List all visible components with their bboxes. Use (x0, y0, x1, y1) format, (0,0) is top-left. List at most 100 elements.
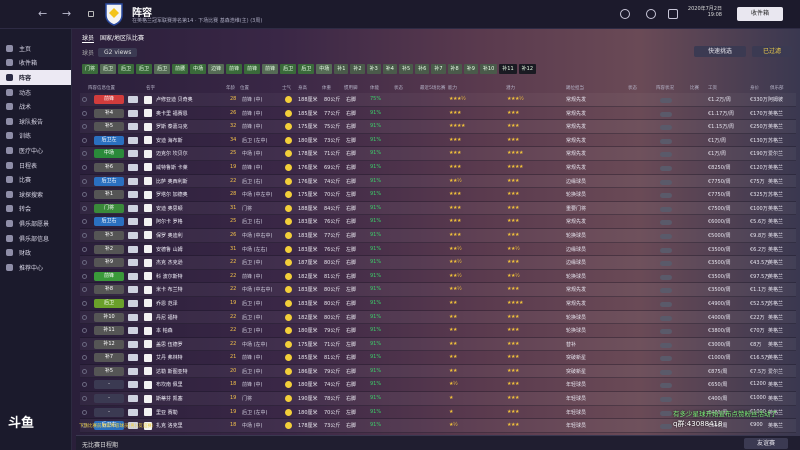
table-row[interactable]: 补1 罗塔尔 加德奥 28 中场 (中左中) 175厘米 70公斤 左脚 91% ★★★ ★★★ 轮… (80, 188, 796, 202)
row-select-radio[interactable] (82, 219, 87, 225)
player-name[interactable]: 安迪 海布斯 (156, 137, 183, 144)
player-name[interactable]: 里亚 赛勒 (156, 409, 178, 416)
lineup-position-badge[interactable]: 补8 (94, 285, 124, 295)
table-row[interactable]: 补5 罗斯 泰嘉马克 32 前锋 (中) 175厘米 75公斤 右脚 91% ★★★★ ★★★ 常规… (80, 120, 796, 134)
column-header[interactable]: 踢位担当 (566, 86, 584, 91)
availability-toggle[interactable] (660, 383, 672, 389)
player-name[interactable]: 达勒 斯图亚特 (156, 368, 188, 375)
table-row[interactable]: 中场 迈克尔 坎贝尔 25 中场 (中) 178厘米 71公斤 右脚 91% ★★★ ★★★★ 常规… (80, 147, 796, 161)
availability-toggle[interactable] (660, 206, 672, 212)
lineup-position-badge[interactable]: 补9 (94, 258, 124, 268)
sidebar-item[interactable]: 球队报告 (0, 114, 71, 129)
player-name[interactable]: 威特鲁斯 卡莱 (156, 164, 188, 171)
lineup-position-badge[interactable]: 补12 (94, 339, 124, 349)
availability-toggle[interactable] (660, 247, 672, 253)
table-row[interactable]: 补11 本 帕森 22 后卫 (中) 180厘米 79公斤 右脚 91% ★★ ★★★ 轮换球员 €3… (80, 324, 796, 338)
player-name[interactable]: 安迪 奥思顿 (156, 205, 183, 212)
lineup-position-badge[interactable]: 补10 (94, 312, 124, 322)
position-pill[interactable]: 后卫 (118, 64, 135, 74)
sidebar-item[interactable]: 训练 (0, 129, 71, 144)
lineup-position-badge[interactable]: 补5 (94, 366, 124, 376)
sub-pill[interactable]: 补7 (431, 64, 446, 74)
lineup-position-badge[interactable]: 后卫右 (94, 421, 124, 431)
help-icon[interactable] (646, 9, 656, 19)
column-header[interactable]: 能力 (448, 86, 457, 91)
row-select-radio[interactable] (82, 382, 87, 388)
lineup-position-badge[interactable]: - (94, 407, 124, 417)
sidebar-item[interactable]: 俱乐部信息 (0, 231, 71, 246)
table-row[interactable]: 补9 杰克 杰克逊 22 后卫 (中) 187厘米 80公斤 右脚 91% ★★½ ★★★ 边缘球员… (80, 256, 796, 270)
position-pill[interactable]: 前锋 (226, 64, 243, 74)
availability-toggle[interactable] (660, 98, 672, 103)
availability-toggle[interactable] (660, 315, 672, 321)
availability-toggle[interactable] (660, 410, 672, 416)
lineup-position-badge[interactable]: 补2 (94, 244, 124, 254)
player-name[interactable]: 迈克尔 坎贝尔 (156, 151, 188, 158)
player-name[interactable]: 丹尼 福特 (156, 314, 178, 321)
sidebar-item[interactable]: 阵容 (0, 70, 71, 85)
lineup-position-badge[interactable]: 前锋 (94, 271, 124, 281)
availability-toggle[interactable] (660, 138, 672, 144)
column-header[interactable]: 阵容信息位置 (88, 86, 115, 91)
player-name[interactable]: 米卡 布兰特 (156, 287, 183, 294)
settings-gear-icon[interactable] (668, 9, 678, 19)
lineup-position-badge[interactable]: 补7 (94, 353, 124, 363)
lineup-position-badge[interactable]: 后卫右 (94, 217, 124, 227)
position-pill[interactable]: 后卫 (136, 64, 153, 74)
sidebar-item[interactable]: 推荐中心 (0, 260, 71, 275)
row-select-radio[interactable] (82, 151, 87, 157)
forward-icon[interactable]: → (62, 7, 72, 20)
position-pill[interactable]: 边锋 (208, 64, 225, 74)
row-select-radio[interactable] (82, 300, 87, 306)
lineup-position-badge[interactable]: 中场 (94, 149, 124, 159)
table-row[interactable]: 后卫 乔恩 范泽 19 后卫 (中) 183厘米 80公斤 右脚 91% ★★ ★★★★ 常规先发 €… (80, 297, 796, 311)
position-pill[interactable]: 后卫 (100, 64, 117, 74)
sub-pill[interactable]: 补9 (463, 64, 478, 74)
table-row[interactable]: 补2 安德鲁 山姆 31 中场 (左右) 183厘米 76公斤 左脚 91% ★★½ ★★½ 边缘球… (80, 243, 796, 257)
sub-pill[interactable]: 补4 (382, 64, 397, 74)
lineup-position-badge[interactable]: 补1 (94, 190, 124, 200)
availability-toggle[interactable] (660, 220, 672, 226)
row-select-radio[interactable] (82, 137, 87, 143)
player-name[interactable]: 盖思 伍德罗 (156, 341, 183, 348)
table-row[interactable]: 补7 艾丹 弗林特 21 前锋 (中) 185厘米 81公斤 右脚 91% ★★ ★★★ 突破新星 €… (80, 351, 796, 365)
availability-toggle[interactable] (660, 274, 672, 280)
quick-pick-button[interactable]: 快速挑选 (694, 46, 746, 57)
table-row[interactable]: - 斯蒂芬 凯塞 19 门将 190厘米 78公斤 右脚 91% ★ ★★★ 年轻球员 €400/周 €… (80, 392, 796, 406)
position-pill[interactable]: 中场 (190, 64, 207, 74)
sidebar-item[interactable]: 日程表 (0, 158, 71, 173)
sidebar-item[interactable]: 俱乐部愿景 (0, 216, 71, 231)
column-header[interactable]: 身高 (298, 86, 307, 91)
row-select-radio[interactable] (82, 423, 87, 429)
globe-icon[interactable] (620, 9, 630, 19)
column-header[interactable]: 位置 (240, 86, 249, 91)
player-name[interactable]: 奥卡里 福赛恩 (156, 110, 188, 117)
row-select-radio[interactable] (82, 260, 87, 266)
sub-pill[interactable]: 补11 (499, 64, 517, 74)
position-pill[interactable]: 后卫 (298, 64, 315, 74)
player-name[interactable]: 扎克 洛克里 (156, 423, 183, 430)
back-icon[interactable]: ← (38, 7, 48, 20)
sidebar-item[interactable]: 比赛 (0, 172, 71, 187)
position-pill[interactable]: 前锋 (244, 64, 261, 74)
column-header[interactable]: 体重 (322, 86, 331, 91)
row-select-radio[interactable] (82, 97, 87, 102)
lineup-position-badge[interactable]: 补11 (94, 326, 124, 336)
player-name[interactable]: 布坎南 佩里 (156, 382, 183, 389)
column-header[interactable]: 惯用脚 (344, 86, 358, 91)
availability-toggle[interactable] (660, 369, 672, 375)
availability-toggle[interactable] (660, 261, 672, 267)
table-row[interactable]: 后卫右 扎克 洛克里 18 中场 (中) 178厘米 73公斤 右脚 91% ★½ ★★★ 年轻球员… (80, 419, 796, 433)
inbox-button[interactable]: 收件箱 (737, 7, 783, 21)
sidebar-item[interactable]: 医疗中心 (0, 143, 71, 158)
column-header[interactable]: 俱乐部 (770, 86, 784, 91)
table-row[interactable]: 后卫右 阿尔卡 罗格 25 后卫 (右) 183厘米 76公斤 右脚 91% ★★★ ★★★ 常规先… (80, 215, 796, 229)
column-header[interactable]: 体能 (370, 86, 379, 91)
player-name[interactable]: 科 波尔斯特 (156, 273, 183, 280)
column-header[interactable]: 名字 (146, 86, 155, 91)
player-name[interactable]: 斯蒂芬 凯塞 (156, 396, 183, 403)
sub-pill[interactable]: 补6 (415, 64, 430, 74)
table-row[interactable]: - 布坎南 佩里 18 前锋 (中) 180厘米 74公斤 右脚 91% ★½ ★★★ 年轻球员 €6… (80, 378, 796, 393)
column-header[interactable]: 工资 (708, 86, 717, 91)
row-select-radio[interactable] (82, 287, 87, 293)
